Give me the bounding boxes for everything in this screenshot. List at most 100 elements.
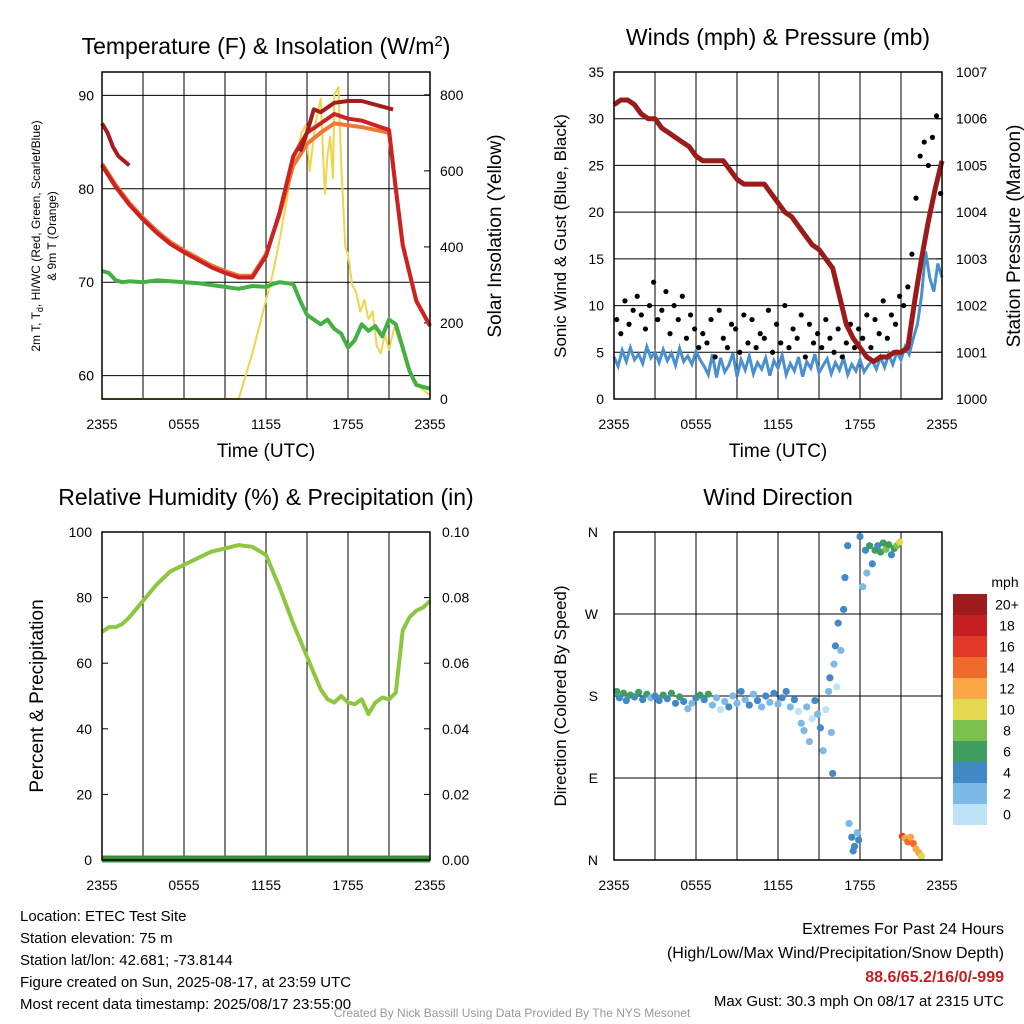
y-tick-label: E: [589, 770, 598, 786]
wdir-point: [680, 697, 688, 706]
gust-point: [864, 312, 870, 318]
wdir-point: [712, 694, 721, 702]
wdir-point: [635, 688, 643, 696]
gust-point: [888, 312, 895, 318]
gust-point: [618, 331, 624, 337]
wdir-point: [824, 687, 833, 696]
y2-tick-label: 0: [440, 391, 448, 407]
wdir-point: [704, 690, 712, 698]
gust-point: [917, 153, 923, 159]
series-line: [100, 122, 131, 167]
wdir-point: [879, 539, 887, 547]
wdir-point: [829, 769, 837, 778]
wdir-point: [619, 689, 628, 697]
gust-point: [909, 251, 915, 257]
gust-point: [720, 335, 726, 341]
wdir-point: [733, 699, 741, 707]
colorbar-swatch: [953, 636, 987, 657]
y2-tick-label: 1007: [956, 64, 987, 80]
wdir-point: [855, 836, 863, 844]
gust-point: [884, 335, 890, 341]
gust-point: [659, 307, 665, 313]
wind-panel-y2label: Station Pressure (Maroon): [1004, 125, 1024, 348]
y-tick-label: 60: [76, 655, 92, 671]
gust-point: [892, 321, 899, 327]
gust-point: [843, 340, 849, 346]
wdir-point: [671, 699, 680, 707]
wdir-point: [741, 696, 749, 704]
wdir-point: [805, 737, 814, 746]
wdir-point: [853, 829, 861, 837]
y2-tick-label: 1003: [956, 251, 987, 267]
location-text: Location: ETEC Test Site: [20, 908, 187, 925]
wdir-point: [885, 541, 893, 549]
x-tick-label: 0555: [168, 877, 199, 893]
gust-point: [745, 340, 751, 346]
gust-point: [786, 345, 792, 351]
y-tick-label: 15: [588, 251, 604, 267]
series-line: [298, 99, 394, 153]
gust-point: [704, 340, 710, 346]
y2-tick-label: 200: [440, 315, 464, 331]
temp-panel-xlabel: Time (UTC): [217, 441, 316, 462]
colorbar-swatch: [953, 699, 987, 720]
gust-point: [651, 279, 657, 285]
wdir-point: [822, 706, 830, 714]
y-tick-label: N: [588, 524, 598, 540]
gust-point: [708, 316, 714, 323]
gust-point: [696, 345, 702, 351]
wdir-point: [840, 605, 848, 614]
series-line: [101, 269, 431, 391]
wdir-point: [667, 689, 676, 697]
wdir-point: [906, 833, 915, 841]
x-tick-label: 1755: [332, 416, 363, 432]
gust-point: [733, 326, 739, 332]
colorbar-label: 20+: [995, 597, 1019, 613]
gust-point: [933, 113, 940, 119]
colorbar-swatch: [953, 783, 987, 804]
gust-point: [827, 335, 833, 341]
wdir-point: [803, 703, 811, 711]
colorbar-label: 0: [1003, 807, 1011, 823]
x-tick-label: 2355: [86, 416, 117, 432]
y-tick-label: W: [585, 606, 599, 622]
wdir-point: [874, 542, 882, 550]
wdir-point: [848, 833, 856, 841]
pressure-line: [612, 97, 945, 365]
wdir-point: [613, 687, 621, 696]
gust-point: [913, 195, 919, 201]
rh-line: [100, 543, 432, 716]
gust-point: [880, 298, 886, 304]
x-tick-label: 1155: [251, 877, 281, 893]
plot-frame: [101, 531, 431, 861]
gust-point: [905, 284, 911, 290]
x-tick-label: 1755: [844, 416, 875, 432]
colorbar-swatch: [953, 678, 987, 699]
colorbar-label: 4: [1003, 765, 1011, 781]
wdir-point: [749, 690, 758, 698]
y2-tick-label: 1004: [956, 204, 987, 220]
wdir-point: [876, 548, 885, 556]
colorbar-label: 6: [1003, 744, 1011, 760]
wdir-point: [834, 619, 842, 627]
x-tick-label: 1155: [763, 416, 793, 432]
gust-point: [724, 345, 731, 351]
y-tick-label: 40: [76, 721, 92, 737]
y-tick-label: 20: [76, 786, 92, 802]
gust-point: [749, 316, 755, 323]
gust-point: [835, 326, 841, 332]
station-info: Location: ETEC Test Site Station elevati…: [20, 906, 351, 1016]
extremes-values: 88.6/65.2/16/0/-999: [865, 969, 1004, 986]
y-tick-label: 0: [596, 391, 604, 407]
wdir-point: [849, 847, 857, 855]
extremes-sub: (High/Low/Max Wind/Precipitation/Snow De…: [666, 945, 1004, 962]
gust-point: [823, 316, 829, 323]
y-tick-label: 80: [76, 590, 92, 606]
gust-point: [712, 354, 718, 360]
wdir-point: [800, 727, 808, 735]
wdir-panel-title: Wind Direction: [703, 484, 853, 510]
extremes-info: Extremes For Past 24 Hours (High/Low/Max…: [667, 918, 1004, 1014]
wdir-point: [917, 852, 926, 860]
wdir-point: [770, 689, 778, 697]
created-text: Figure created on Sun, 2025-08-17, at 23…: [20, 974, 352, 991]
